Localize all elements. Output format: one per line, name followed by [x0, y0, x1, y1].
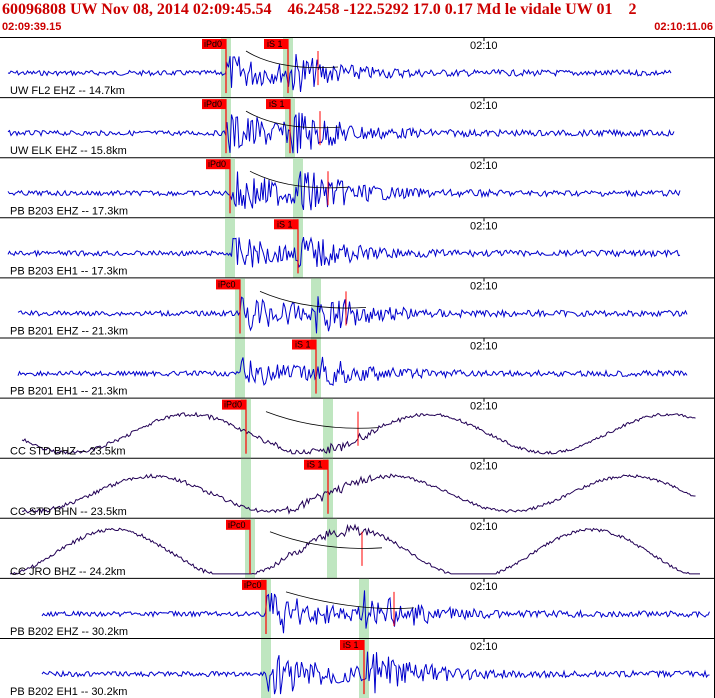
waveform-trace — [7, 236, 681, 268]
s-pick-label: iS 1 — [343, 640, 359, 650]
end-time-label: 02:10:11.06 — [654, 21, 713, 33]
trace-row[interactable]: iPc0 02:10 CC JRO BHZ -- 24.2km — [0, 517, 715, 578]
s-pick-label: iS 1 — [295, 340, 311, 350]
p-pick-box[interactable] — [216, 279, 240, 290]
p-pick-label: iPc0 — [218, 279, 236, 289]
trace-row[interactable]: iPd0 iS 1 02:10 UW ELK EHZ -- 15.8km — [0, 97, 715, 158]
station-label: PB B203 EHZ -- 17.3km — [10, 205, 128, 217]
p-pick-window — [225, 218, 235, 278]
s-pick-box[interactable] — [264, 39, 288, 49]
s-pick-window — [359, 578, 369, 638]
trace-row[interactable]: iS 1 02:10 CC STD BHN -- 23.5km — [0, 457, 715, 518]
station-label: CC JRO BHZ -- 24.2km — [10, 566, 126, 578]
p-pick-label: iPc0 — [228, 520, 246, 530]
trace-row[interactable]: iPc0 02:10 PB B202 EHZ -- 30.2km — [0, 577, 715, 638]
trace-row[interactable]: iS 1 02:10 PB B203 EH1 -- 17.3km — [0, 217, 715, 278]
waveform-trace — [21, 473, 696, 515]
station-label: CC STD BHZ -- 23.5km — [10, 446, 126, 458]
event-title: 60096808 UW Nov 08, 2014 02:09:45.54 46.… — [2, 1, 637, 18]
s-pick-label: iS 1 — [267, 39, 283, 49]
coda-fit-curve — [269, 531, 383, 549]
station-label: UW FL2 EHZ -- 14.7km — [10, 85, 125, 97]
p-pick-box[interactable] — [222, 399, 246, 410]
time-tick-label: 02:10 — [470, 641, 498, 653]
time-tick-label: 02:10 — [470, 461, 498, 473]
waveform-trace — [17, 296, 688, 334]
coda-fit-curve — [265, 411, 379, 429]
s-pick-label: iS 1 — [269, 99, 285, 109]
time-tick-label: 02:10 — [470, 581, 498, 593]
waveform-trace — [41, 590, 710, 634]
station-label: CC STD BHN -- 23.5km — [10, 506, 127, 518]
waveform-trace — [9, 523, 700, 575]
trace-row[interactable]: iPc0 02:10 PB B201 EHZ -- 21.3km — [0, 277, 715, 338]
s-pick-window — [327, 518, 337, 578]
seismogram-traces[interactable]: iPd0 iS 1 02:10 UW FL2 EHZ -- 14.7km iPd0 iS … — [0, 37, 715, 698]
time-tick-label: 02:10 — [470, 160, 498, 172]
p-pick-box[interactable] — [226, 519, 250, 530]
p-pick-label: iPd0 — [224, 400, 242, 410]
time-tick-label: 02:10 — [470, 401, 498, 413]
s-pick-box[interactable] — [340, 640, 364, 650]
station-label: PB B201 EHZ -- 21.3km — [10, 326, 128, 338]
event-header: 60096808 UW Nov 08, 2014 02:09:45.54 46.… — [0, 0, 715, 38]
time-tick-label: 02:10 — [470, 521, 498, 533]
s-pick-window — [323, 398, 333, 458]
p-pick-window — [235, 338, 245, 398]
time-tick-label: 02:10 — [470, 341, 498, 353]
s-pick-box[interactable] — [266, 99, 290, 110]
p-pick-label: iPd0 — [208, 159, 226, 169]
station-label: PB B203 EH1 -- 17.3km — [10, 265, 127, 277]
p-pick-box[interactable] — [202, 39, 226, 49]
time-tick-label: 02:10 — [470, 40, 498, 52]
waveform-trace — [7, 171, 681, 211]
coda-fit-curve — [245, 50, 339, 69]
seismogram-panel[interactable]: iPd0 iS 1 02:10 UW FL2 EHZ -- 14.7km iPd0 iS … — [0, 37, 715, 698]
p-pick-window — [241, 458, 251, 518]
p-pick-box[interactable] — [242, 579, 266, 590]
waveform-trace — [7, 112, 675, 154]
s-pick-window — [311, 278, 321, 338]
trace-row[interactable]: iS 1 02:10 PB B201 EH1 -- 21.3km — [0, 337, 715, 398]
waveform-trace — [41, 651, 710, 695]
coda-fit-curve — [249, 170, 349, 189]
waveform-trace — [17, 356, 688, 386]
time-tick-label: 02:10 — [470, 100, 498, 112]
time-tick-label: 02:10 — [470, 280, 498, 292]
s-pick-box[interactable] — [274, 219, 298, 230]
station-label: PB B202 EHZ -- 30.2km — [10, 626, 128, 638]
trace-row[interactable]: iPd0 02:10 CC STD BHZ -- 23.5km — [0, 397, 715, 458]
p-pick-window — [261, 639, 271, 698]
waveform-trace — [21, 411, 696, 455]
coda-fit-curve — [285, 591, 415, 609]
time-tick-label: 02:10 — [470, 220, 498, 232]
waveform-trace — [7, 54, 672, 93]
s-pick-label: iS 1 — [307, 460, 323, 470]
p-pick-label: iPd0 — [204, 99, 222, 109]
s-pick-label: iS 1 — [277, 219, 293, 229]
trace-row[interactable]: iPd0 02:10 PB B203 EHZ -- 17.3km — [0, 157, 715, 218]
station-label: PB B201 EH1 -- 21.3km — [10, 386, 127, 398]
coda-fit-curve — [245, 110, 341, 129]
p-pick-label: iPc0 — [244, 580, 262, 590]
s-pick-box[interactable] — [304, 459, 328, 470]
station-label: PB B202 EH1 -- 30.2km — [10, 686, 127, 698]
p-pick-box[interactable] — [206, 159, 230, 170]
trace-row[interactable]: iS 1 02:10 PB B202 EH1 -- 30.2km — [0, 638, 715, 698]
s-pick-box[interactable] — [292, 339, 316, 350]
station-label: UW ELK EHZ -- 15.8km — [10, 145, 127, 157]
coda-fit-curve — [259, 291, 367, 309]
start-time-label: 02:09:39.15 — [2, 21, 62, 33]
p-pick-box[interactable] — [202, 99, 226, 110]
trace-row[interactable]: iPd0 iS 1 02:10 UW FL2 EHZ -- 14.7km — [0, 37, 715, 98]
p-pick-label: iPd0 — [204, 39, 222, 49]
